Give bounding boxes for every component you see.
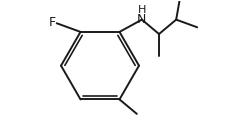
Text: H: H [138,5,146,15]
Text: F: F [49,16,56,29]
Text: N: N [137,13,147,26]
